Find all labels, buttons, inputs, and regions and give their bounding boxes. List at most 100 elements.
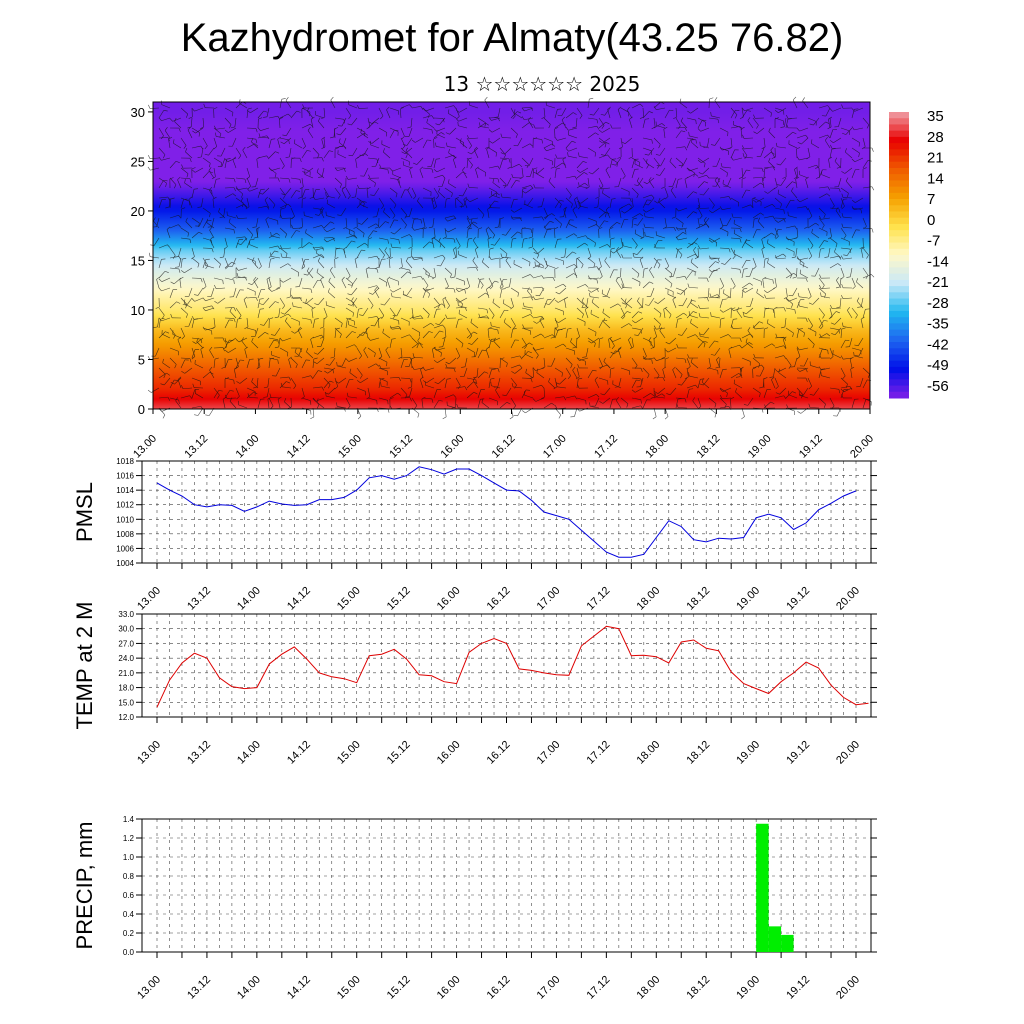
colorbar-label: 0 xyxy=(927,212,935,229)
x-tick-label: 13.12 xyxy=(185,974,213,1002)
y-tick-label: 0.0 xyxy=(123,948,135,957)
y-tick-label: 21.0 xyxy=(118,669,134,678)
x-tick-label: 15.00 xyxy=(336,433,364,461)
colorbar-label: -7 xyxy=(927,233,940,250)
colorbar-swatch xyxy=(889,174,909,181)
y-axis-label: PMSL xyxy=(72,482,97,542)
y-tick-label: 24.0 xyxy=(118,654,134,663)
x-tick-label: 17.12 xyxy=(592,433,620,461)
y-tick-label: 33.0 xyxy=(118,610,134,619)
y-tick-label: 1014 xyxy=(116,486,134,495)
x-tick-label: 17.12 xyxy=(585,585,613,613)
colorbar-swatch xyxy=(889,143,909,150)
colorbar-label: 21 xyxy=(927,150,944,167)
x-tick-label: 20.00 xyxy=(834,739,862,767)
x-tick-label: 20.00 xyxy=(834,974,862,1002)
colorbar-swatch xyxy=(889,298,909,306)
chart-title: Kazhydromet for Almaty(43.25 76.82) xyxy=(180,16,844,60)
x-tick-label: 13.00 xyxy=(135,585,163,613)
y-tick-label: 12.0 xyxy=(118,713,134,722)
x-tick-label: 14.00 xyxy=(235,974,263,1002)
y-tick-label: 0.4 xyxy=(123,910,135,919)
x-tick-label: 13.00 xyxy=(135,974,163,1002)
y-tick-label: 1006 xyxy=(116,544,134,553)
y-tick-label: 1010 xyxy=(116,515,134,524)
x-tick-label: 13.12 xyxy=(185,739,213,767)
x-tick-label: 16.00 xyxy=(435,585,463,613)
x-tick-label: 15.12 xyxy=(387,433,415,461)
y-tick-label: 30.0 xyxy=(118,625,134,634)
y-tick-label: 18.0 xyxy=(118,684,134,693)
x-tick-label: 14.00 xyxy=(234,433,262,461)
colorbar-swatch xyxy=(889,149,909,157)
series-line xyxy=(156,625,869,708)
x-tick-label: 19.12 xyxy=(784,739,812,767)
colorbar-label: 35 xyxy=(927,108,944,125)
x-tick-label: 16.12 xyxy=(490,433,518,461)
x-tick-label: 19.12 xyxy=(784,974,812,1002)
x-tick-label: 18.12 xyxy=(684,739,712,767)
colorbar-swatch xyxy=(889,205,909,212)
x-tick-label: 20.00 xyxy=(848,433,876,461)
x-tick-label: 17.12 xyxy=(585,739,613,767)
y-tick-label: 15.0 xyxy=(118,698,134,707)
colorbar-swatch xyxy=(889,248,909,256)
colorbar-swatch xyxy=(889,180,909,188)
colorbar-swatch xyxy=(889,354,909,362)
wind-barbs xyxy=(147,96,875,420)
x-tick-label: 16.00 xyxy=(438,433,466,461)
x-tick-label: 13.12 xyxy=(182,433,210,461)
y-tick-label: 5 xyxy=(138,352,145,367)
x-tick-label: 17.00 xyxy=(535,974,563,1002)
x-tick-label: 13.12 xyxy=(185,585,213,613)
x-tick-label: 15.00 xyxy=(335,974,363,1002)
colorbar-swatch xyxy=(889,230,909,237)
colorbar-swatch xyxy=(889,223,909,231)
colorbar-swatch xyxy=(889,335,909,343)
colorbar-swatch xyxy=(889,304,909,312)
y-tick-label: 1016 xyxy=(116,472,134,481)
y-tick-label: 1004 xyxy=(116,559,134,568)
colorbar-swatch xyxy=(889,211,909,219)
y-tick-label: 1012 xyxy=(116,501,134,510)
precip-bar xyxy=(781,934,794,952)
colorbar-label: -35 xyxy=(927,316,949,333)
series-line xyxy=(156,466,857,558)
x-tick-label: 16.12 xyxy=(485,974,513,1002)
colorbar-label: -56 xyxy=(927,378,949,395)
colorbar-swatch xyxy=(889,366,909,374)
colorbar-swatch xyxy=(889,255,909,262)
x-tick-label: 15.12 xyxy=(385,974,413,1002)
y-tick-label: 27.0 xyxy=(118,639,134,648)
colorbar-swatch xyxy=(889,323,909,331)
x-tick-label: 19.00 xyxy=(734,739,762,767)
colorbar-swatch xyxy=(889,112,909,119)
colorbar-label: -42 xyxy=(927,336,949,353)
colorbar-swatch xyxy=(889,348,909,355)
x-tick-label: 18.00 xyxy=(634,974,662,1002)
x-tick-label: 18.12 xyxy=(684,585,712,613)
x-tick-label: 19.00 xyxy=(734,585,762,613)
y-tick-label: 0.2 xyxy=(123,929,135,938)
colorbar-label: 14 xyxy=(927,170,944,187)
x-tick-label: 14.12 xyxy=(285,433,313,461)
colorbar-swatch xyxy=(889,342,909,349)
grid xyxy=(142,613,871,718)
colorbar-swatch xyxy=(889,186,909,194)
y-tick-label: 0 xyxy=(138,402,145,417)
y-tick-label: 1.0 xyxy=(123,853,135,862)
colorbar-swatch xyxy=(889,242,909,250)
colorbar-swatch xyxy=(889,124,909,132)
x-tick-label: 18.00 xyxy=(634,739,662,767)
x-tick-label: 15.12 xyxy=(385,739,413,767)
x-tick-label: 16.00 xyxy=(435,974,463,1002)
x-tick-label: 18.00 xyxy=(634,585,662,613)
colorbar-swatch xyxy=(889,317,909,324)
colorbar-label: -14 xyxy=(927,253,949,270)
x-tick-label: 15.00 xyxy=(335,739,363,767)
y-tick-label: 25 xyxy=(131,154,145,169)
colorbar-swatch xyxy=(889,192,909,200)
colorbar-label: 28 xyxy=(927,129,944,146)
colorbar-swatch xyxy=(889,360,909,368)
x-tick-label: 18.12 xyxy=(684,974,712,1002)
